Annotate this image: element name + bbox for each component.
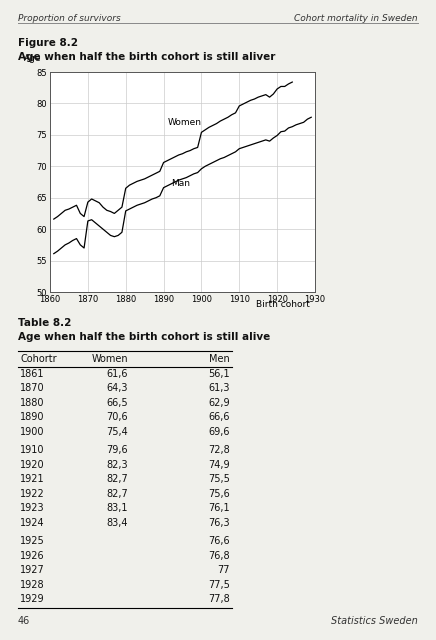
Text: 69,6: 69,6 bbox=[208, 427, 230, 436]
Text: Age: Age bbox=[24, 54, 41, 63]
Text: Proportion of survivors: Proportion of survivors bbox=[18, 14, 121, 23]
Text: 1925: 1925 bbox=[20, 536, 45, 547]
Text: 61,6: 61,6 bbox=[106, 369, 128, 379]
Text: 1910: 1910 bbox=[20, 445, 44, 455]
Text: Women: Women bbox=[92, 355, 128, 364]
Text: 1928: 1928 bbox=[20, 580, 44, 589]
Text: 82,7: 82,7 bbox=[106, 489, 128, 499]
Text: 1926: 1926 bbox=[20, 551, 44, 561]
Text: 56,1: 56,1 bbox=[208, 369, 230, 379]
Text: 74,9: 74,9 bbox=[208, 460, 230, 470]
Text: 1923: 1923 bbox=[20, 503, 44, 513]
Text: 82,3: 82,3 bbox=[106, 460, 128, 470]
Text: 76,1: 76,1 bbox=[208, 503, 230, 513]
Text: 1929: 1929 bbox=[20, 595, 44, 604]
Text: 76,8: 76,8 bbox=[208, 551, 230, 561]
Text: Birth cohort: Birth cohort bbox=[256, 300, 310, 309]
Text: 1927: 1927 bbox=[20, 565, 45, 575]
Text: 1922: 1922 bbox=[20, 489, 45, 499]
Text: 1920: 1920 bbox=[20, 460, 44, 470]
Text: Age when half the birth cohort is still alive: Age when half the birth cohort is still … bbox=[18, 332, 270, 342]
Text: 1921: 1921 bbox=[20, 474, 44, 484]
Text: 46: 46 bbox=[18, 616, 30, 626]
Text: Cohortr: Cohortr bbox=[20, 355, 57, 364]
Text: 72,8: 72,8 bbox=[208, 445, 230, 455]
Text: 70,6: 70,6 bbox=[106, 412, 128, 422]
Text: 75,5: 75,5 bbox=[208, 474, 230, 484]
Text: 82,7: 82,7 bbox=[106, 474, 128, 484]
Text: Men: Men bbox=[209, 355, 230, 364]
Text: Women: Women bbox=[167, 118, 201, 127]
Text: Age when half the birth cohort is still aliver: Age when half the birth cohort is still … bbox=[18, 52, 276, 62]
Text: Figure 8.2: Figure 8.2 bbox=[18, 38, 78, 48]
Text: 1890: 1890 bbox=[20, 412, 44, 422]
Text: 1861: 1861 bbox=[20, 369, 44, 379]
Text: 75,4: 75,4 bbox=[106, 427, 128, 436]
Text: 66,6: 66,6 bbox=[208, 412, 230, 422]
Text: 66,5: 66,5 bbox=[106, 397, 128, 408]
Text: Man: Man bbox=[171, 179, 190, 188]
Text: 77,5: 77,5 bbox=[208, 580, 230, 589]
Text: 75,6: 75,6 bbox=[208, 489, 230, 499]
Text: 76,6: 76,6 bbox=[208, 536, 230, 547]
Text: 83,4: 83,4 bbox=[106, 518, 128, 528]
Text: 79,6: 79,6 bbox=[106, 445, 128, 455]
Text: 61,3: 61,3 bbox=[208, 383, 230, 393]
Text: 62,9: 62,9 bbox=[208, 397, 230, 408]
Text: 76,3: 76,3 bbox=[208, 518, 230, 528]
Text: 77,8: 77,8 bbox=[208, 595, 230, 604]
Text: 83,1: 83,1 bbox=[106, 503, 128, 513]
Text: 64,3: 64,3 bbox=[106, 383, 128, 393]
Text: Table 8.2: Table 8.2 bbox=[18, 318, 72, 328]
Text: Statistics Sweden: Statistics Sweden bbox=[331, 616, 418, 626]
Text: 1880: 1880 bbox=[20, 397, 44, 408]
Text: 1870: 1870 bbox=[20, 383, 44, 393]
Text: 1900: 1900 bbox=[20, 427, 44, 436]
Text: 77: 77 bbox=[218, 565, 230, 575]
Text: 1924: 1924 bbox=[20, 518, 44, 528]
Text: Cohort mortality in Sweden: Cohort mortality in Sweden bbox=[294, 14, 418, 23]
